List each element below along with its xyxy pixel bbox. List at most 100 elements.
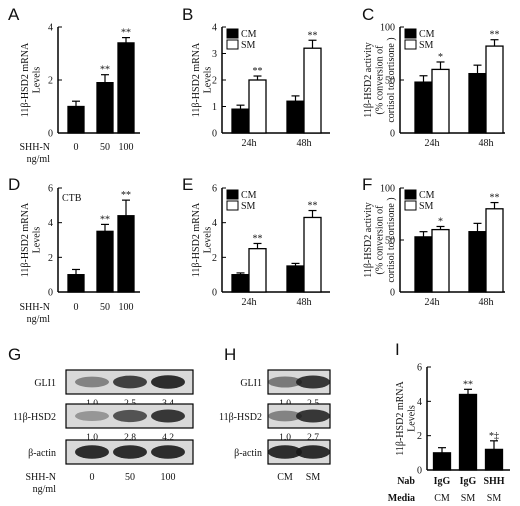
panel-f-ytick-label-2: 100 [380,184,395,195]
panel-e-xtick-48h: 48h [297,297,312,308]
panel-d-annotation: CTB [62,193,82,204]
panel-e-legend-label-sm: SM [241,201,256,212]
panel-a-ylabel-line-0: 11β-HSD2 mRNA [20,42,31,117]
panel-b-sm-24h-significance: ** [253,66,263,77]
panel-e-ytick-label-3: 6 [212,184,217,195]
panel-b-legend-swatch-cm [226,28,239,39]
panel-e-cm-48h-bar [286,265,305,293]
panel-b-xtick-48h: 48h [297,138,312,149]
panel-f-cm-24h-bar [414,236,433,293]
panel-d-xlabel-line-0: SHH-N [19,302,50,313]
panel-f-sm-48h-bar [485,208,504,293]
panel-d-bar-2-significance: ** [121,190,131,201]
panel-i-row-1-value-1: SM [461,493,476,504]
panel-h-band-hsd2-1 [296,409,330,423]
panel-i-ylabel-line-0: 11β-HSD2 mRNA [395,381,406,456]
panel-d-bar-1-significance: ** [100,214,110,225]
panel-d-ylabel-line-0: 11β-HSD2 mRNA [20,202,31,277]
panel-i-ytick-label-3: 6 [417,363,422,374]
panel-c-legend-label-sm: SM [419,40,434,51]
panel-a-xtick-2: 100 [119,142,134,153]
panel-i-ytick-label-2: 4 [417,397,422,408]
panel-g-band-beta-actin-2 [151,445,185,459]
panel-g-letter: G [8,345,21,364]
panel-c-xtick-48h: 48h [479,138,494,149]
panel-d-ytick-label-3: 6 [48,184,53,195]
panel-b-ytick-label-1: 1 [212,102,217,113]
panel-f-sm-48h-significance: ** [490,193,500,204]
panel-g-blot-gli1-label: GLI1 [34,378,56,389]
panel-e-legend-swatch-sm [226,200,239,211]
panel-f-legend-swatch-sm [404,200,417,211]
panel-c-sm-48h-bar [485,45,504,134]
panel-i-row-0-value-1: IgG [460,476,477,487]
panel-b-ylabel-line-1: Levels [203,67,214,94]
panel-h-band-gli1-1 [296,375,330,389]
panel-f-sm-24h-bar [431,228,450,293]
panel-a-letter: A [8,5,20,24]
panel-e-sm-24h-significance: ** [253,233,263,244]
panel-i-row-label-0: Nab [397,476,415,487]
panel-a-ytick-label-1: 2 [48,76,53,87]
panel-g-blot-beta-actin-label: β-actin [28,448,56,459]
panel-b-ytick-label-2: 2 [212,76,217,87]
panel-g-lane-2: 100 [161,472,176,483]
panel-i-row-0-value-0: IgG [434,476,451,487]
panel-f-ytick-label-1: 50 [385,236,395,247]
panel-g-quant-hsd2-2: 4.2 [162,433,174,443]
panel-e-ylabel-line-1: Levels [203,227,214,254]
panel-b-ylabel-line-0: 11β-HSD2 mRNA [191,42,202,117]
panel-g-quant-hsd2-1: 2.8 [124,433,136,443]
panel-b-ytick-label-0: 0 [212,129,217,140]
panel-h-quant-hsd2-0: 1.0 [279,433,291,443]
panel-a-xlabel-line-0: SHH-N [19,142,50,153]
panel-b-sm-24h-bar [248,79,267,134]
panel-c-letter: C [362,5,374,24]
panel-h-band-beta-actin-0 [268,445,302,459]
panel-f-legend-label-sm: SM [419,201,434,212]
panel-b-xtick-24h: 24h [242,138,257,149]
panel-d-xtick-2: 100 [119,302,134,313]
panel-c-legend-swatch-cm [404,28,417,39]
panel-e-legend-label-cm: CM [241,190,257,201]
panel-f-legend-label-cm: CM [419,190,435,201]
panel-c-cm-48h-bar [468,72,487,134]
panel-c-ylabel-line-1: (% conversion of [375,45,386,115]
panel-c-ylabel-line-0: 11β-HSD2 activity [363,42,374,118]
panel-d-ytick-label-2: 4 [48,218,53,229]
panel-d-ytick-label-0: 0 [48,288,53,299]
panel-g-band-beta-actin-0 [75,445,109,459]
panel-g-band-hsd2-2 [151,409,185,423]
panel-e-sm-48h-bar [303,216,322,293]
panel-i-bar-2-bar [484,448,504,471]
panel-f-sm-24h-significance: * [438,216,443,227]
panel-i-ytick-label-1: 2 [417,431,422,442]
panel-f-cm-48h-bar [468,231,487,293]
panel-e-legend-swatch-cm [226,189,239,200]
panel-i-row-0-value-2: SHH [483,476,504,487]
panel-h-band-gli1-0 [268,376,302,388]
panel-f-ylabel-line-1: (% conversion of [375,205,386,275]
panel-g-band-hsd2-1 [113,409,147,423]
panel-a-bar-1-bar [96,82,114,134]
panel-i-row-1-value-2: SM [487,493,502,504]
panel-c-sm-24h-bar [431,68,450,134]
panel-c-legend-swatch-sm [404,39,417,50]
panel-e-ylabel-line-0: 11β-HSD2 mRNA [191,202,202,277]
panel-e-sm-48h-significance: ** [308,201,318,212]
panel-d-bar-0-bar [67,274,85,293]
panel-f-ylabel-line-2: cortisol to cortisone ) [386,197,397,282]
panel-i-ytick-label-0: 0 [417,466,422,477]
panel-d-xlabel-line-1: ng/ml [27,314,51,325]
panel-a-xtick-1: 50 [100,142,110,153]
panel-g-xlabel-line-0: SHH-N [25,472,56,483]
panel-i-row-label-1: Media [388,493,415,504]
panel-g-band-gli1-0 [75,376,109,388]
panel-b-letter: B [182,5,193,24]
panel-a-xlabel-line-1: ng/ml [27,154,51,165]
panel-b-cm-48h-bar [286,100,305,134]
panel-g-lane-1: 50 [125,472,135,483]
panel-a-bar-2-significance: ** [121,28,131,39]
panel-i-letter: I [395,340,400,359]
panel-a-bar-1-significance: ** [100,65,110,76]
